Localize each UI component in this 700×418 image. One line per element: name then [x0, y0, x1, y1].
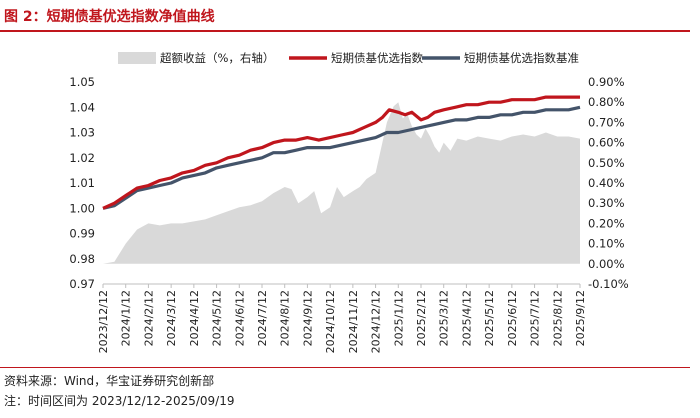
x-axis-tick-label: 2024/6/12: [233, 290, 246, 346]
x-axis-tick-label: 2024/8/12: [279, 290, 292, 346]
legend-label-index: 短期债基优选指数: [331, 51, 423, 65]
x-axis-tick-label: 2024/7/12: [256, 290, 269, 346]
legend-label-area: 超额收益（%，右轴）: [160, 51, 274, 65]
excess-return-area: [103, 102, 580, 264]
x-axis-tick-label: 2025/1/12: [392, 290, 405, 346]
left-axis-tick-label: 1.03: [69, 126, 95, 140]
period-note: 注：时间区间为 2023/12/12-2025/09/19: [4, 394, 235, 408]
left-axis-tick-label: 1.01: [69, 176, 95, 190]
x-axis-tick-label: 2024/11/12: [347, 290, 360, 353]
right-axis-tick-label: 0.60%: [588, 136, 625, 150]
right-axis-tick-label: 0.20%: [588, 216, 625, 230]
x-axis-tick-label: 2025/6/12: [506, 290, 519, 346]
left-axis-tick-label: 1.02: [69, 151, 95, 165]
x-axis-tick-label: 2025/7/12: [529, 290, 542, 346]
x-axis-tick-label: 2025/8/12: [551, 290, 564, 346]
figure-title-bar: 图 2：短期债基优选指数净值曲线: [0, 0, 700, 28]
index-line: [102, 95, 580, 210]
x-axis-tick-label: 2025/9/12: [574, 290, 587, 346]
right-axis-tick-label: 0.30%: [588, 196, 625, 210]
legend-label-benchmark: 短期债基优选指数基准: [464, 51, 579, 65]
x-axis-tick-label: 2024/1/12: [120, 290, 133, 346]
x-axis-tick-label: 2024/10/12: [324, 290, 337, 353]
right-axis-tick-label: 0.00%: [588, 257, 625, 271]
left-axis-tick-label: 0.98: [69, 252, 95, 266]
right-axis-tick-label: 0.10%: [588, 237, 625, 251]
nav-chart: 0.97 0.98 0.99 1.00 1.01 1.02 1.03 1.04 1.05 -0.1…: [69, 51, 629, 353]
left-axis-tick-label: 1.05: [69, 75, 95, 89]
benchmark-line: [102, 105, 581, 210]
left-axis-tick-label: 0.97: [69, 277, 95, 291]
x-axis-tick-label: 2024/4/12: [188, 290, 201, 346]
x-axis-tick-label: 2024/9/12: [301, 290, 314, 346]
right-axis-tick-label: 0.40%: [588, 176, 625, 190]
right-axis-tick-label: 0.80%: [588, 95, 625, 109]
right-axis-tick-label: 0.50%: [588, 156, 625, 170]
legend-swatch-area: [118, 52, 156, 64]
title-divider: [0, 30, 690, 32]
source-note: 资料来源：Wind，华宝证券研究创新部: [4, 374, 215, 388]
x-axis-tick-label: 2024/12/12: [370, 290, 383, 353]
right-axis-tick-label: 0.70%: [588, 115, 625, 129]
x-axis-tick-label: 2024/2/12: [142, 290, 155, 346]
figure-title: 图 2：短期债基优选指数净值曲线: [4, 9, 215, 25]
left-axis-tick-label: 1.04: [69, 100, 95, 114]
right-axis-tick-label: 0.90%: [588, 75, 625, 89]
footer-divider: [0, 367, 690, 368]
x-axis-tick-label: 2024/3/12: [165, 290, 178, 346]
x-axis-tick-label: 2023/12/12: [97, 290, 110, 353]
x-axis-tick-label: 2025/3/12: [438, 290, 451, 346]
x-axis-tick-label: 2025/2/12: [415, 290, 428, 346]
x-axis-tick-label: 2025/5/12: [483, 290, 496, 346]
left-axis-tick-label: 0.99: [69, 227, 95, 241]
x-axis-tick-label: 2024/5/12: [211, 290, 224, 346]
right-axis-tick-label: -0.10%: [588, 277, 629, 291]
left-axis-tick-label: 1.00: [69, 201, 95, 215]
x-axis-tick-label: 2025/4/12: [460, 290, 473, 346]
